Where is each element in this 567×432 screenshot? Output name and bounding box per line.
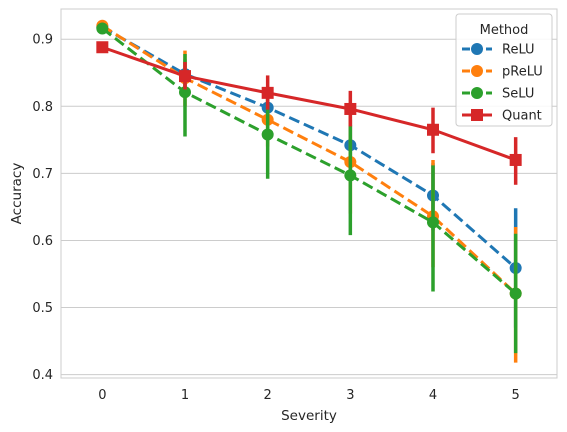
y-tick-label: 0.8 bbox=[32, 100, 53, 115]
data-point bbox=[509, 153, 522, 166]
data-point bbox=[96, 22, 109, 35]
y-tick-label: 0.9 bbox=[32, 33, 53, 48]
x-tick-label: 0 bbox=[98, 388, 106, 403]
x-axis-label: Severity bbox=[281, 408, 337, 424]
legend-label: SeLU bbox=[502, 87, 534, 102]
legend-item-relu: ReLU bbox=[462, 43, 535, 58]
y-tick-label: 0.7 bbox=[32, 167, 53, 182]
x-tick-label: 4 bbox=[429, 388, 437, 403]
legend-label: ReLU bbox=[502, 43, 535, 58]
legend-marker bbox=[471, 65, 483, 77]
y-tick-label: 0.6 bbox=[32, 234, 53, 249]
data-point bbox=[344, 102, 357, 115]
tick-labels: 0.4 0.5 0.6 0.7 0.8 0.9 0 1 2 3 4 5 bbox=[32, 33, 519, 403]
series-line bbox=[101, 25, 517, 270]
series-quant bbox=[96, 41, 522, 185]
legend-item-quant: Quant bbox=[462, 109, 542, 124]
data-point bbox=[96, 41, 109, 54]
x-tick-label: 5 bbox=[512, 388, 520, 403]
x-tick-label: 2 bbox=[264, 388, 272, 403]
legend-marker bbox=[471, 109, 483, 121]
legend-title: Method bbox=[480, 23, 529, 38]
legend-label: pReLU bbox=[502, 65, 543, 80]
x-tick-label: 1 bbox=[181, 388, 189, 403]
legend-items: ReLU pReLU SeLU Quant bbox=[462, 43, 543, 124]
series-line bbox=[101, 24, 517, 295]
y-axis-label: Accuracy bbox=[9, 163, 25, 225]
legend-item-selu: SeLU bbox=[462, 87, 534, 102]
y-tick-label: 0.4 bbox=[32, 368, 53, 383]
data-point bbox=[427, 123, 439, 136]
legend: Method ReLU pReLU SeLU Quant bbox=[455, 13, 553, 127]
legend-label: Quant bbox=[502, 109, 542, 124]
legend-marker bbox=[471, 43, 483, 55]
data-point bbox=[261, 128, 274, 141]
y-tick-label: 0.5 bbox=[32, 301, 53, 316]
data-point bbox=[179, 86, 191, 99]
x-tick-label: 3 bbox=[346, 388, 354, 403]
series-line bbox=[101, 27, 517, 295]
series-group bbox=[96, 19, 522, 363]
data-point bbox=[344, 169, 357, 182]
data-point bbox=[427, 216, 439, 229]
data-point bbox=[179, 70, 191, 83]
data-point bbox=[509, 287, 522, 300]
legend-item-prelu: pReLU bbox=[462, 65, 543, 80]
data-point bbox=[261, 86, 274, 99]
legend-marker bbox=[471, 87, 483, 99]
series-line bbox=[101, 45, 517, 162]
